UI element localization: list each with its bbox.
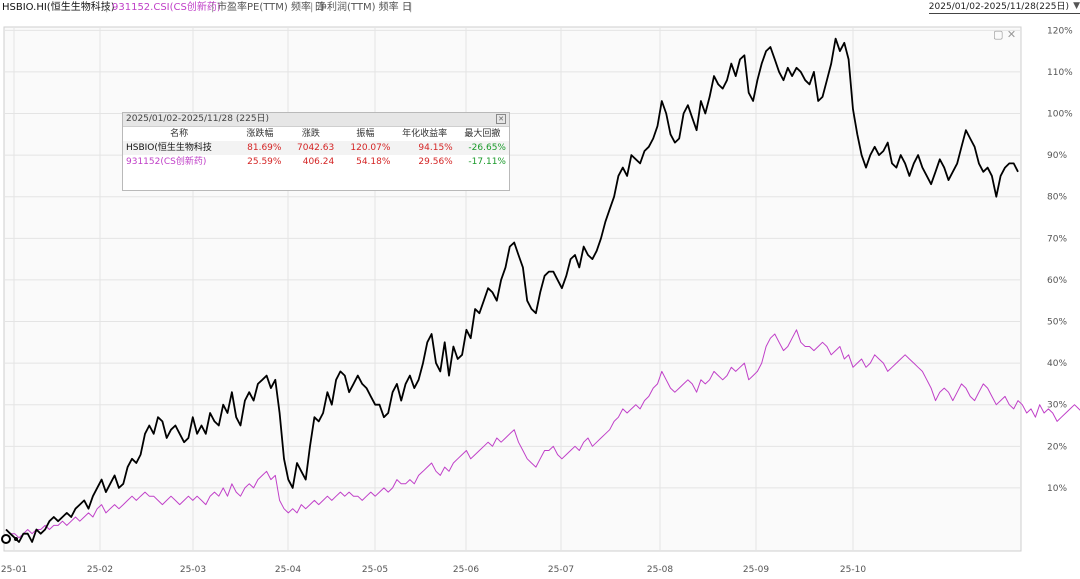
column-header: 名称 [170, 129, 189, 139]
x-tick-label: 25-06 [453, 565, 479, 575]
x-tick-label: 25-04 [275, 565, 301, 575]
column-header: 振幅 [356, 129, 375, 139]
max-drawdown: -17.11% [468, 157, 506, 167]
y-tick-label: 10% [1047, 484, 1067, 494]
chevron-down-icon[interactable]: ▼ [1073, 1, 1080, 11]
column-header: 涨跌 [301, 129, 320, 139]
y-tick-label: 70% [1047, 234, 1067, 244]
change-pct: 25.59% [247, 157, 282, 167]
separator: | [105, 2, 109, 13]
series-line [5, 329, 1080, 539]
x-tick-label: 25-02 [87, 565, 113, 575]
origin-marker [1, 534, 18, 544]
y-tick-label: 20% [1047, 442, 1067, 452]
x-tick-label: 25-01 [1, 565, 27, 575]
header-bar: HSBIO.HI(恒生生物科技) | 931152.CSI(CS创新药) | 市… [0, 0, 1080, 16]
y-tick-label: 120% [1047, 26, 1073, 36]
column-header: 涨跌幅 [246, 129, 274, 139]
restore-icon[interactable]: ▢ [993, 28, 1004, 41]
separator: | [211, 2, 215, 13]
y-tick-label: 30% [1047, 401, 1067, 411]
y-tick-label: 90% [1047, 151, 1067, 161]
separator: | [310, 2, 314, 13]
annualized-return: 29.56% [418, 157, 453, 167]
stats-panel-title: 2025/01/02-2025/11/28 (225日) [126, 114, 270, 124]
table-row[interactable]: HSBIO(恒生生物科技 81.69% 7042.63 120.07% 94.1… [123, 141, 509, 155]
close-icon[interactable]: ✕ [496, 114, 506, 124]
x-tick-label: 25-09 [743, 565, 769, 575]
y-tick-label: 50% [1047, 318, 1067, 328]
row-name: 931152(CS创新药) [126, 157, 207, 167]
x-axis-ticks: 25-01 25-02 25-03 25-04 25-05 25-06 25-07 25-08… [1, 565, 866, 575]
max-drawdown: -26.65% [468, 143, 506, 153]
separator: | [409, 2, 413, 13]
stats-panel: 2025/01/02-2025/11/28 (225日) ✕ 名称 涨跌幅 涨跌… [122, 112, 510, 191]
column-header: 最大回撤 [464, 129, 501, 139]
annualized-return: 94.15% [418, 143, 453, 153]
y-tick-label: 110% [1047, 68, 1073, 78]
x-tick-label: 25-10 [840, 565, 866, 575]
window-controls: ▢ ✕ [993, 28, 1016, 41]
change: 406.24 [302, 157, 335, 167]
table-row[interactable]: 931152(CS创新药) 25.59% 406.24 54.18% 29.56… [123, 155, 509, 169]
x-tick-label: 25-05 [362, 565, 388, 575]
amplitude: 120.07% [350, 143, 391, 153]
column-header: 年化收益率 [402, 129, 448, 139]
date-range-dropdown[interactable]: 2025/01/02-2025/11/28(225日) [928, 1, 1080, 14]
series-lines [5, 37, 1080, 543]
x-tick-label: 25-07 [548, 565, 574, 575]
amplitude: 54.18% [356, 157, 391, 167]
y-axis-ticks: 10% 20% 30% 40% 50% 60% 70% 80% 90% 100% 110% 120% [1047, 26, 1073, 494]
change-pct: 81.69% [247, 143, 282, 153]
series-line [5, 37, 1019, 543]
series1-title[interactable]: HSBIO.HI(恒生生物科技) [2, 2, 115, 13]
close-icon[interactable]: ✕ [1006, 28, 1017, 41]
change: 7042.63 [297, 143, 335, 153]
x-tick-label: 25-08 [647, 565, 673, 575]
pe-metric-label[interactable]: 市盈率PE(TTM) 频率 日 [217, 2, 325, 13]
y-tick-label: 40% [1047, 359, 1067, 369]
y-tick-label: 100% [1047, 110, 1073, 120]
x-tick-label: 25-03 [180, 565, 206, 575]
series2-title[interactable]: 931152.CSI(CS创新药) [112, 2, 221, 13]
grid-lines [4, 27, 1021, 551]
y-tick-label: 80% [1047, 193, 1067, 203]
row-name: HSBIO(恒生生物科技 [126, 143, 212, 153]
stats-table: 名称 涨跌幅 涨跌 振幅 年化收益率 最大回撤 HSBIO(恒生生物科技 81.… [123, 127, 509, 169]
y-tick-label: 60% [1047, 276, 1067, 286]
net-profit-metric-label[interactable]: 净利润(TTM) 频率 日 [317, 2, 412, 13]
plot-area [3, 26, 1022, 552]
